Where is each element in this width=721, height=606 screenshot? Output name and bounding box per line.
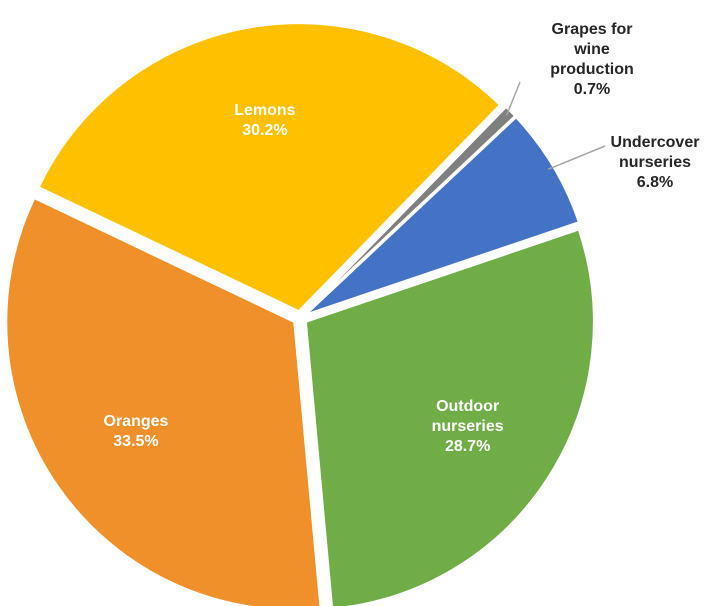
- slice-label: Oranges 33.5%: [76, 412, 196, 452]
- pie-slice: [37, 22, 502, 313]
- pie-slice: [305, 115, 581, 316]
- slice-value: 28.7%: [444, 438, 491, 456]
- pie-slice: [304, 105, 517, 314]
- slice-value: 30.2%: [242, 122, 288, 140]
- slice-value: 33.5%: [113, 433, 159, 451]
- slice-label: Lemons 30.2%: [205, 101, 325, 141]
- slice-name: Lemons: [234, 102, 296, 120]
- pie-slice: [5, 196, 322, 606]
- leader-line: [505, 81, 521, 116]
- slice-name: Undercover nurseries: [610, 134, 700, 171]
- slice-name: Outdoor nurseries: [431, 398, 504, 436]
- leader-line: [547, 145, 606, 171]
- slice-name: Oranges: [103, 413, 169, 431]
- pie-slice: [304, 228, 595, 606]
- slice-value: 0.7%: [573, 81, 611, 98]
- slice-label: Outdoor nurseries 28.7%: [408, 397, 528, 457]
- slice-name: Grapes for wine production: [550, 21, 634, 78]
- slice-label: Grapes for wine production 0.7%: [537, 20, 647, 100]
- slice-value: 6.8%: [636, 174, 674, 191]
- slice-label: Undercover nurseries 6.8%: [600, 133, 710, 193]
